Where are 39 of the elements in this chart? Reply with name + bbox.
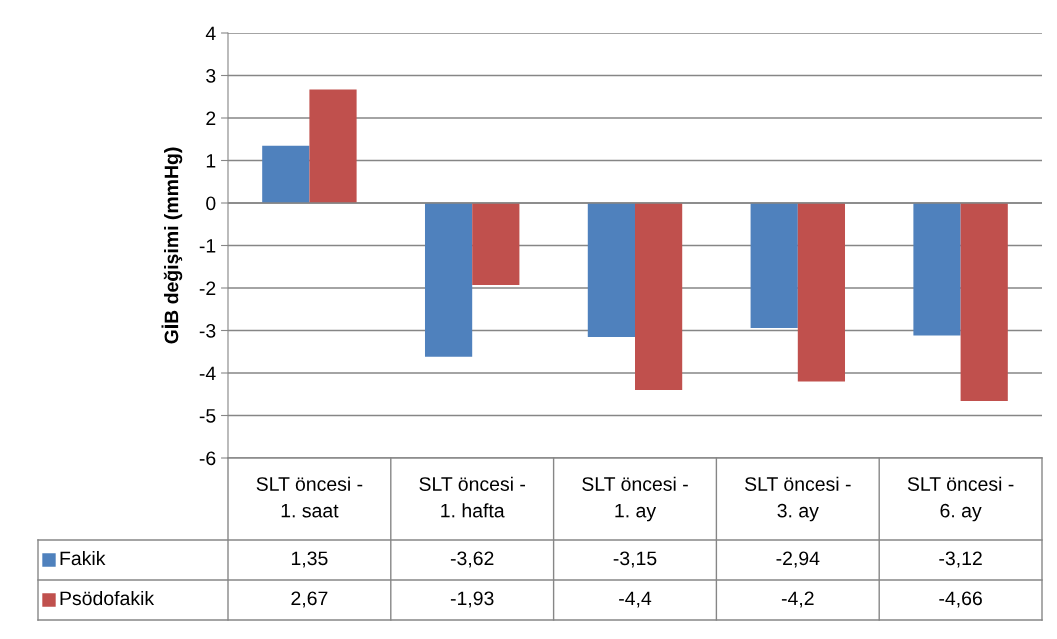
- bar: [635, 203, 683, 390]
- x-tick-label: SLT öncesi - 6. ay: [907, 476, 1014, 522]
- y-tick-label: 2: [206, 111, 216, 126]
- y-tick-label: 4: [205, 26, 216, 41]
- legend-label: Fakik: [60, 550, 106, 566]
- bar: [797, 203, 846, 382]
- bar: [913, 203, 961, 336]
- data-label: -1,93: [450, 591, 494, 608]
- y-tick-label: 0: [206, 196, 216, 211]
- bar: [750, 203, 798, 328]
- y-tick-label: -4: [199, 366, 216, 381]
- y-tick-label: -5: [199, 409, 216, 423]
- data-label: 1,35: [291, 551, 328, 568]
- y-tick-label: 3: [206, 68, 216, 83]
- y-axis-title: GİB değişimi (mmHg): [161, 147, 183, 344]
- data-label: -4,2: [781, 591, 814, 608]
- y-tick-label: 1: [206, 154, 216, 168]
- data-label: -4,66: [939, 591, 982, 608]
- data-label: -4,4: [619, 591, 652, 608]
- x-tick-label: SLT öncesi - 3. ay: [745, 476, 851, 522]
- bar: [472, 203, 520, 286]
- bar: [309, 89, 357, 203]
- legend-label: Psödofakik: [60, 590, 155, 606]
- y-tick-label: -3: [199, 323, 216, 338]
- x-tick-label: SLT öncesi - 1. hafta: [419, 476, 526, 518]
- bar: [587, 203, 635, 337]
- data-label: -2,94: [776, 551, 820, 568]
- data-label: 2,67: [291, 591, 328, 608]
- y-tick-label: -1: [199, 239, 216, 253]
- bar: [960, 203, 1008, 402]
- x-tick-label: SLT öncesi - 1. saat: [256, 476, 363, 518]
- bar: [262, 145, 310, 203]
- x-tick-label: SLT öncesi - 1. ay: [582, 476, 688, 522]
- data-label: -3,62: [450, 551, 494, 568]
- bar: [424, 203, 473, 357]
- data-label: -3,12: [939, 551, 982, 568]
- data-label: -3,15: [613, 551, 657, 568]
- y-tick-label: -2: [199, 281, 216, 296]
- y-tick-label: -6: [199, 451, 216, 466]
